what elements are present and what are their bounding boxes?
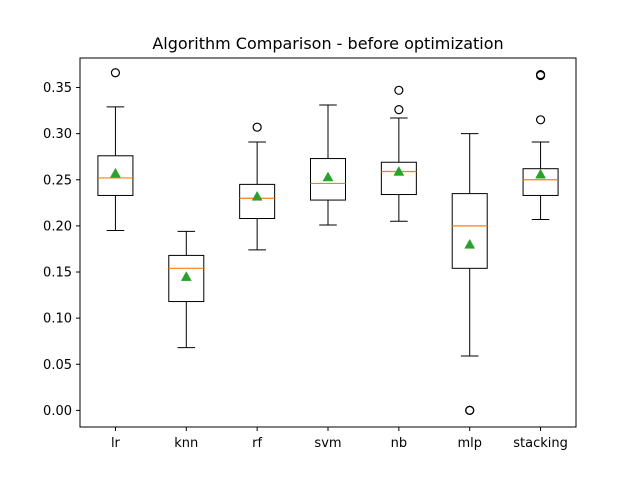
outlier-point <box>465 405 475 415</box>
outlier-point <box>110 68 121 78</box>
box-stacking <box>522 168 559 196</box>
y-tick-label: 0.10 <box>43 312 72 327</box>
y-tick-label: 0.00 <box>43 404 72 419</box>
chart-title: Algorithm Comparison - before optimizati… <box>152 34 503 53</box>
outlier-point <box>535 115 546 125</box>
outlier-point <box>252 122 262 132</box>
box-svm <box>310 158 346 201</box>
outlier-point <box>394 85 404 95</box>
x-tick-label: nb <box>391 436 408 451</box>
outlier-point <box>535 70 546 80</box>
box-lr <box>97 155 134 196</box>
x-tick-label: knn <box>174 436 198 451</box>
box-mlp <box>451 193 488 269</box>
x-tick-label: stacking <box>513 436 568 451</box>
box-rf <box>239 183 276 220</box>
mean-marker <box>393 165 405 176</box>
y-tick-label: 0.35 <box>43 81 72 96</box>
x-tick-label: lr <box>111 436 121 451</box>
mean-marker <box>464 238 476 249</box>
x-tick-label: rf <box>252 436 262 451</box>
mean-marker <box>322 171 334 182</box>
y-tick-label: 0.30 <box>43 127 72 142</box>
plot-frame <box>79 57 577 428</box>
y-tick-label: 0.15 <box>43 266 72 281</box>
y-tick-label: 0.25 <box>43 173 72 188</box>
x-tick-label: svm <box>314 436 341 451</box>
mean-marker <box>251 190 263 201</box>
x-tick-label: mlp <box>457 436 482 451</box>
outlier-point <box>394 105 404 115</box>
y-tick-label: 0.05 <box>43 358 72 373</box>
box-nb <box>380 161 417 196</box>
mean-marker <box>110 167 121 178</box>
mean-marker <box>535 168 546 179</box>
y-tick-label: 0.20 <box>43 219 72 234</box>
mean-marker <box>180 271 192 281</box>
box-knn <box>168 254 205 303</box>
